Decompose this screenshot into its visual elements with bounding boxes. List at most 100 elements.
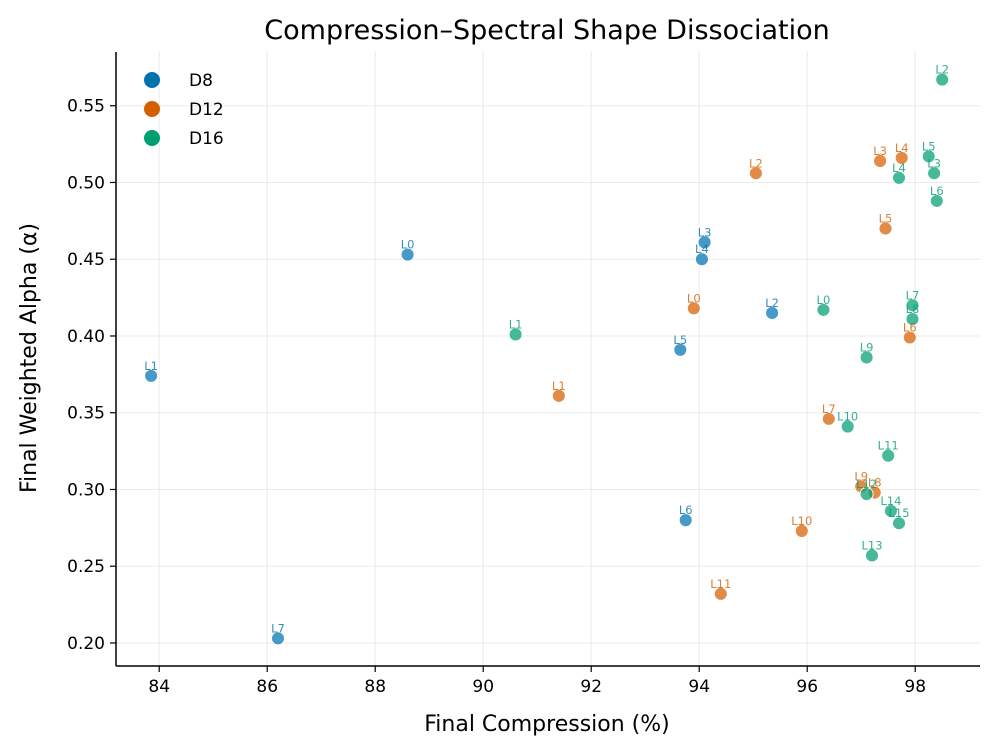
y-tick-label: 0.50 [67, 173, 105, 193]
legend-marker [144, 101, 160, 117]
y-tick-label: 0.25 [67, 557, 105, 577]
point-label: L0 [817, 293, 831, 307]
data-point [935, 72, 950, 87]
point-label: L11 [878, 439, 899, 453]
data-points [144, 72, 950, 646]
data-point [859, 487, 874, 502]
legend-label: D16 [189, 129, 224, 149]
data-point [921, 149, 936, 164]
data-point [694, 252, 709, 267]
point-label: L4 [892, 161, 906, 175]
data-point [905, 298, 920, 313]
point-label: L10 [791, 514, 812, 528]
point-label: L1 [144, 359, 158, 373]
data-point [821, 411, 836, 426]
point-label: L6 [679, 503, 693, 517]
point-label: L2 [765, 296, 779, 310]
point-label: L15 [888, 506, 909, 520]
point-label: L3 [873, 144, 887, 158]
x-tick-label: 96 [796, 677, 818, 697]
data-point [883, 504, 898, 518]
y-tick-label: 0.20 [67, 634, 105, 654]
data-point [902, 330, 917, 345]
data-point [400, 247, 415, 262]
data-point [859, 350, 874, 365]
point-label: L11 [710, 577, 731, 591]
point-label: L9 [860, 340, 874, 354]
data-point [927, 166, 942, 181]
chart-title: Compression–Spectral Shape Dissociation [264, 15, 829, 46]
point-label: L6 [930, 184, 944, 198]
data-point [748, 166, 763, 181]
y-tick-label: 0.55 [67, 97, 105, 117]
x-tick-label: 94 [688, 677, 710, 697]
data-point [794, 523, 809, 538]
point-label: L5 [879, 212, 893, 226]
y-axis-label: Final Weighted Alpha (α) [17, 223, 42, 493]
point-label: L7 [271, 621, 285, 635]
data-point [894, 150, 909, 165]
point-label: L12 [856, 477, 877, 491]
data-point [697, 235, 712, 250]
axes [115, 52, 980, 667]
x-tick-label: 88 [364, 677, 386, 697]
data-point [271, 631, 285, 646]
point-label: L6 [903, 321, 917, 335]
data-point [878, 221, 893, 236]
data-point [816, 302, 831, 317]
point-label: L4 [895, 141, 909, 155]
point-label: L0 [401, 238, 415, 252]
y-tick-label: 0.35 [67, 404, 105, 424]
x-tick-label: 90 [472, 677, 494, 697]
point-label: L4 [695, 242, 709, 256]
point-label: L3 [927, 156, 941, 170]
point-label: L13 [861, 538, 882, 552]
point-label: L5 [673, 333, 687, 347]
x-tick-label: 86 [256, 677, 278, 697]
data-point [144, 368, 159, 383]
point-label: L0 [687, 291, 701, 305]
data-point [905, 312, 920, 327]
x-tick-label: 92 [580, 677, 602, 697]
legend-marker [144, 130, 160, 146]
data-point [713, 586, 728, 601]
data-point [840, 419, 855, 434]
point-label: L7 [906, 288, 920, 302]
point-label: L8 [868, 476, 882, 490]
point-label: L9 [854, 469, 868, 483]
ticks: 84 86 88 90 92 94 96 98 0.20 0.25 0.30 0.35 0.40 0.45… [67, 97, 926, 697]
point-label: L2 [935, 63, 949, 77]
y-tick-label: 0.30 [67, 480, 105, 500]
data-point [865, 548, 879, 563]
point-label: L2 [749, 156, 763, 170]
legend-label: D12 [189, 100, 224, 120]
data-point [892, 170, 906, 185]
data-point [765, 306, 780, 320]
point-label: L5 [922, 139, 936, 153]
x-axis-label: Final Compression (%) [424, 712, 670, 737]
y-tick-label: 0.40 [67, 327, 105, 347]
grid [116, 52, 980, 666]
legend-label: D8 [189, 71, 213, 91]
data-point [551, 388, 566, 403]
point-label: L3 [698, 225, 712, 239]
data-point [678, 513, 693, 528]
data-point [892, 516, 906, 531]
data-point [929, 193, 944, 208]
point-label: L14 [880, 494, 901, 508]
legend-marker [144, 72, 160, 88]
data-point [873, 154, 888, 168]
x-tick-label: 84 [148, 677, 170, 697]
point-label: L7 [822, 402, 836, 416]
point-label: L10 [837, 410, 858, 424]
point-label: L8 [906, 302, 920, 316]
data-point [881, 448, 896, 463]
data-point [686, 301, 701, 316]
point-label: L1 [552, 379, 566, 393]
data-point [508, 327, 523, 342]
point-label: L1 [509, 317, 523, 331]
data-point [673, 342, 688, 357]
y-tick-label: 0.45 [67, 250, 105, 270]
